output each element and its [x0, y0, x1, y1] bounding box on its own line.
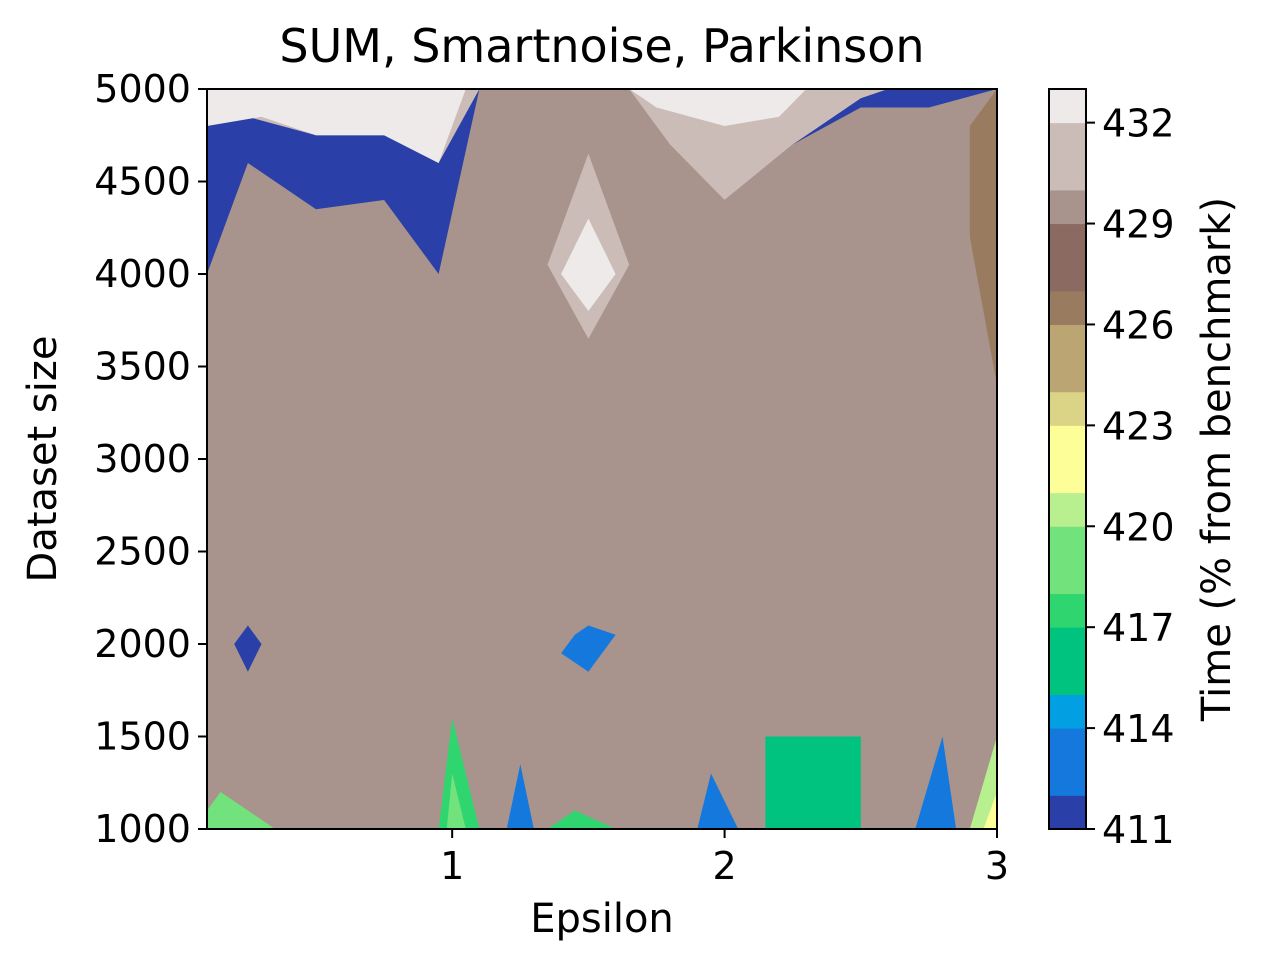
colorbar-tick-label: 414: [1102, 707, 1175, 751]
contour-region-30: [506, 764, 534, 829]
contour-region-34: [915, 736, 957, 829]
y-axis: 1000 1500 2000 2500 3000 3500 4000 4500 5000: [94, 67, 207, 851]
colorbar-segment: [1049, 290, 1086, 325]
y-tick-label: 3000: [94, 437, 191, 481]
contour-region-28: [438, 718, 480, 829]
colorbar-segment: [1049, 694, 1086, 729]
contour-region-36: [983, 792, 997, 829]
x-tick-label: 3: [985, 844, 1009, 888]
y-tick-label: 1000: [94, 807, 191, 851]
contour-region-23: [629, 89, 807, 126]
colorbar-tick-label: 423: [1102, 404, 1175, 448]
colorbar-segment: [1049, 526, 1086, 595]
y-tick-label: 4000: [94, 252, 191, 296]
y-tick-label: 1500: [94, 715, 191, 759]
colorbar-segment: [1049, 223, 1086, 292]
x-tick-label: 1: [440, 844, 464, 888]
y-tick-label: 3500: [94, 345, 191, 389]
colorbar-tick-label: 432: [1102, 102, 1175, 146]
chart-title: SUM, Smartnoise, Parkinson: [279, 19, 924, 73]
contour-region-22: [207, 89, 466, 163]
colorbar-tick-label: 420: [1102, 505, 1175, 549]
colorbar: [1049, 89, 1086, 830]
contour-region-17: [207, 89, 997, 829]
colorbar-segment: [1049, 593, 1086, 628]
contour-region-32: [697, 773, 739, 829]
colorbar-tick-label: 426: [1102, 303, 1175, 347]
y-tick-label: 4500: [94, 160, 191, 204]
colorbar-segment: [1049, 122, 1086, 191]
colorbar-axis: 411 414 417 420 423 426 429 432: [1086, 102, 1175, 852]
contour-region-35: [969, 736, 997, 829]
contour-region-27: [207, 792, 276, 829]
colorbar-segment: [1049, 795, 1086, 830]
colorbar-segment: [1049, 324, 1086, 393]
y-tick-label: 2500: [94, 530, 191, 574]
colorbar-segment: [1049, 627, 1086, 695]
contour-region-26: [561, 625, 616, 672]
colorbar-segment: [1049, 89, 1086, 124]
colorbar-segment: [1049, 425, 1086, 494]
y-axis-label: Dataset size: [20, 336, 66, 583]
y-tick-label: 5000: [94, 67, 191, 111]
contour-region-18: [969, 89, 997, 385]
contour-region-29: [446, 773, 466, 829]
y-tick-label: 2000: [94, 622, 191, 666]
contour-region-25: [234, 625, 262, 672]
contour-region-24: [561, 218, 616, 311]
x-axis: 1 2 3: [440, 829, 1009, 888]
colorbar-tick-label: 429: [1102, 203, 1175, 247]
x-axis-label: Epsilon: [530, 896, 674, 942]
contour-region-31: [547, 810, 616, 829]
colorbar-label: Time (% from benchmark): [1194, 197, 1240, 722]
colorbar-segment: [1049, 189, 1086, 225]
colorbar-tick-label: 417: [1102, 606, 1175, 650]
colorbar-tick-label: 411: [1102, 808, 1175, 852]
x-tick-label: 2: [712, 844, 736, 888]
colorbar-frame: [1048, 88, 1087, 830]
plot-area: [207, 89, 997, 829]
colorbar-segment: [1049, 391, 1086, 426]
contour-region-33: [765, 736, 861, 829]
colorbar-segment: [1049, 728, 1086, 796]
colorbar-segment: [1049, 492, 1086, 527]
